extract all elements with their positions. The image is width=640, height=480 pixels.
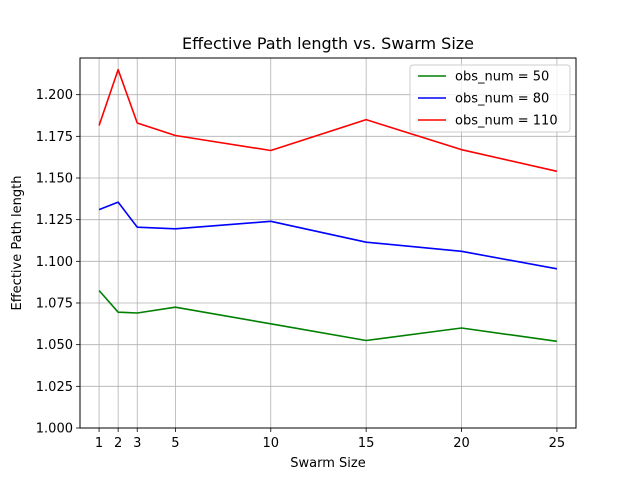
y-tick-label: 1.175	[36, 130, 73, 145]
x-tick-label: 20	[453, 436, 470, 451]
y-tick-label: 1.025	[36, 380, 73, 395]
y-tick-label: 1.100	[36, 255, 73, 270]
series-lines	[98, 68, 558, 343]
legend-label: obs_num = 80	[455, 92, 549, 107]
series-line-1	[98, 289, 558, 343]
x-tick-label: 1	[95, 436, 103, 451]
x-tick-label: 3	[133, 436, 141, 451]
y-axis-title: Effective Path length	[10, 176, 25, 311]
y-tick-label: 1.050	[36, 338, 73, 353]
y-tick-label: 1.125	[36, 213, 73, 228]
plot-frame	[79, 57, 577, 429]
series-line-2	[98, 201, 558, 270]
y-tick-label: 1.150	[36, 172, 73, 187]
legend-label: obs_num = 50	[455, 70, 549, 85]
series-line-3	[98, 68, 558, 173]
x-tick-label: 25	[549, 436, 566, 451]
legend: obs_num = 50 obs_num = 80 obs_num = 110	[409, 64, 571, 133]
legend-label: obs_num = 110	[455, 114, 558, 129]
y-tick-label: 1.200	[36, 88, 73, 103]
y-tick-label: 1.000	[36, 422, 73, 437]
x-tick-label: 10	[262, 436, 279, 451]
legend-box	[409, 64, 571, 133]
x-tick-label: 2	[114, 436, 122, 451]
y-axis-ticks: 1.000 1.025 1.050 1.075 1.100 1.125 1.150 1.175…	[36, 88, 80, 437]
x-tick-label: 5	[171, 436, 179, 451]
x-tick-label: 15	[358, 436, 375, 451]
y-tick-label: 1.075	[36, 297, 73, 312]
x-axis-ticks: 1 2 3 5 10 15 20 25	[95, 428, 565, 451]
x-axis-title: Swarm Size	[290, 456, 365, 471]
chart-title: Effective Path length vs. Swarm Size	[182, 34, 474, 53]
